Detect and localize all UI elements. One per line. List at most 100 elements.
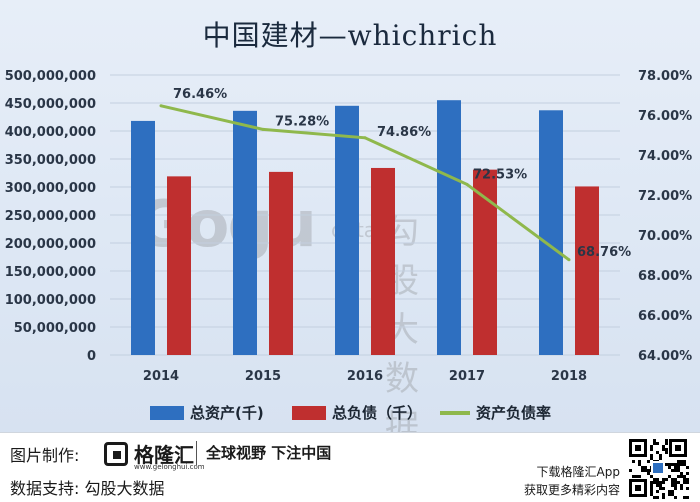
- footer-divider: [196, 441, 197, 465]
- slogan: 全球视野 下注中国: [206, 444, 332, 462]
- y-right-tick-label: 72.00%: [638, 189, 692, 204]
- ratio-point: [159, 104, 163, 108]
- y-right-tick-label: 64.00%: [638, 349, 692, 364]
- qr-module: [674, 469, 677, 472]
- qr-module: [668, 463, 671, 466]
- qr-module: [665, 439, 668, 442]
- y-right-tick-label: 70.00%: [638, 229, 692, 244]
- brand-g-icon: [104, 441, 128, 466]
- qr-module: [665, 448, 668, 451]
- y-left-tick-label: 250,000,000: [5, 209, 96, 224]
- ratio-point: [465, 182, 469, 186]
- legend-label-ratio: 资产负债率: [476, 404, 552, 422]
- legend-swatch-ratio: [440, 410, 470, 415]
- qr-module: [686, 472, 689, 475]
- ratio-data-label: 75.28%: [275, 114, 329, 129]
- qr-module: [674, 487, 677, 490]
- y-right-tick-label: 68.00%: [638, 269, 692, 284]
- qr-module: [650, 454, 653, 457]
- x-tick-label: 2014: [143, 369, 179, 384]
- chart-title: 中国建材—whichrich: [202, 19, 498, 52]
- qr-module: [671, 478, 674, 481]
- qr-module: [659, 454, 662, 457]
- qr-module: [686, 487, 689, 490]
- qr-module: [686, 466, 689, 469]
- qr-module: [662, 448, 665, 451]
- qr-module: [662, 493, 665, 496]
- qr-module: [656, 442, 659, 445]
- footer: 图片制作: 格隆汇 www.gelonghui.com 全球视野 下注中国 数据…: [0, 432, 700, 502]
- qr-module: [674, 466, 677, 469]
- ratio-data-label: 72.53%: [473, 167, 527, 182]
- y-left-tick-label: 450,000,000: [5, 97, 96, 112]
- y-left-tick-label: 400,000,000: [5, 125, 96, 140]
- qr-module: [674, 484, 677, 487]
- ratio-point: [261, 127, 265, 131]
- qr-module: [671, 463, 674, 466]
- qr-module: [662, 445, 665, 448]
- qr-module: [683, 496, 686, 499]
- qr-module: [677, 460, 680, 463]
- qr-module: [638, 475, 641, 478]
- made-by-label: 图片制作:: [10, 446, 80, 465]
- qr-module: [671, 484, 674, 487]
- y-left-tick-label: 500,000,000: [5, 69, 96, 84]
- legend-label-assets: 总资产(千): [190, 404, 264, 422]
- qr-module: [650, 493, 653, 496]
- combo-chart: 0 50,000,000 100,000,000 150,000,000 200,000…: [5, 69, 692, 384]
- qr-module: [680, 463, 683, 466]
- qr-module: [677, 463, 680, 466]
- qr-module: [665, 451, 668, 454]
- qr-module: [656, 451, 659, 454]
- qr-module: [665, 442, 668, 445]
- qr-module: [656, 478, 659, 481]
- y-left-tick-label: 0: [87, 349, 96, 364]
- brand-logo[interactable]: 格隆汇 www.gelonghui.com: [104, 439, 205, 471]
- qr-module: [683, 475, 686, 478]
- download-line-1: 下载格隆汇App: [536, 465, 620, 479]
- qr-module: [680, 460, 683, 463]
- qr-module: [656, 484, 659, 487]
- qr-module: [683, 463, 686, 466]
- legend-swatch-assets: [150, 405, 184, 420]
- qr-module: [647, 472, 650, 475]
- qr-module: [659, 481, 662, 484]
- ratio-line: [160, 104, 570, 262]
- bar-liabilities: [371, 167, 395, 355]
- y-right-tick-label: 74.00%: [638, 149, 692, 164]
- qr-finder-core: [635, 485, 641, 491]
- bar-assets: [335, 105, 359, 355]
- qr-module: [650, 457, 653, 460]
- chart-area: 中国建材—whichrich Gogu data 勾股大数据 050,000,0…: [0, 0, 700, 448]
- qr-module: [659, 487, 662, 490]
- bar-assets: [131, 120, 155, 355]
- download-line-2: 获取更多精彩内容: [523, 483, 620, 497]
- qr-module: [668, 466, 671, 469]
- qr-module: [656, 496, 659, 499]
- qr-module: [635, 475, 638, 478]
- qr-module: [680, 487, 683, 490]
- y-left-tick-label: 150,000,000: [5, 265, 96, 280]
- bar-liabilities: [575, 186, 599, 355]
- qr-module: [671, 481, 674, 484]
- qr-module: [674, 481, 677, 484]
- qr-module: [674, 496, 677, 499]
- qr-module: [644, 466, 647, 469]
- brand-name: 格隆汇: [134, 443, 194, 467]
- qr-module: [650, 490, 653, 493]
- qr-module: [650, 484, 653, 487]
- x-tick-label: 2018: [551, 369, 587, 384]
- qr-module: [650, 475, 653, 478]
- qr-code-icon[interactable]: [627, 437, 689, 499]
- legend-label-liabilities: 总负债（千）: [332, 404, 423, 422]
- qr-module: [686, 478, 689, 481]
- y-right-tick-label: 78.00%: [638, 69, 692, 84]
- qr-module: [656, 490, 659, 493]
- qr-module: [668, 493, 671, 496]
- qr-module: [668, 490, 671, 493]
- qr-module: [647, 469, 650, 472]
- qr-module: [677, 466, 680, 469]
- qr-module: [683, 481, 686, 484]
- qr-module: [653, 481, 656, 484]
